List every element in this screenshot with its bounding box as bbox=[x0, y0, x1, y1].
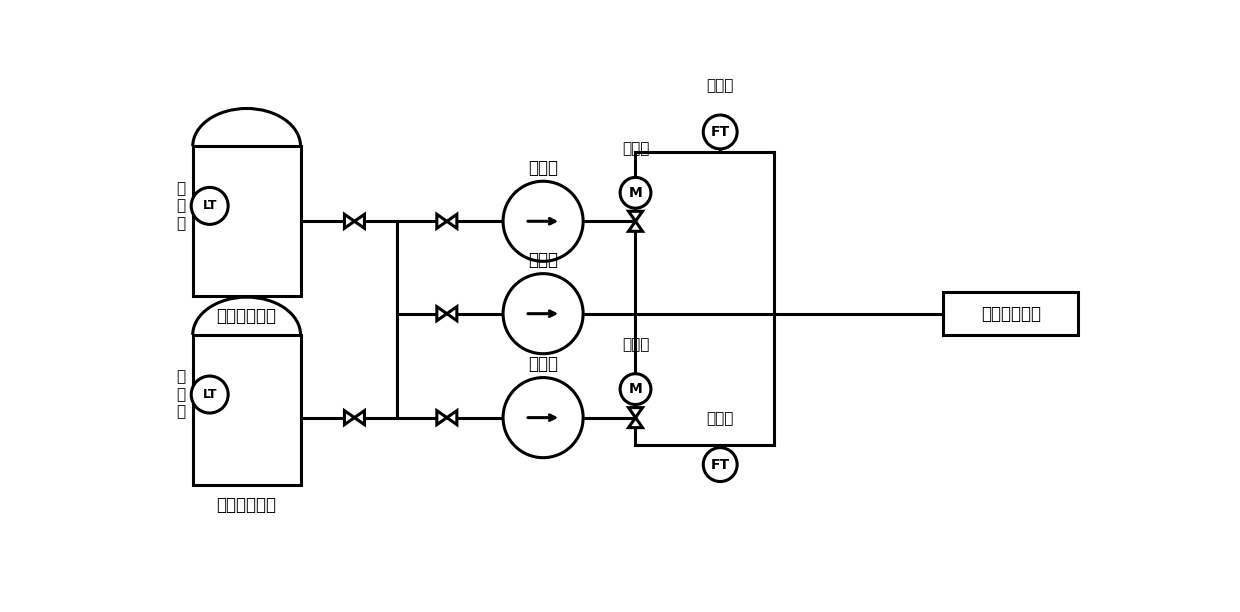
Polygon shape bbox=[436, 307, 446, 321]
Text: 除磷剂投加点: 除磷剂投加点 bbox=[981, 305, 1040, 323]
Polygon shape bbox=[629, 408, 642, 417]
Text: 液
位
计: 液 位 计 bbox=[176, 181, 185, 231]
Text: 隔膜泵: 隔膜泵 bbox=[528, 159, 558, 177]
Polygon shape bbox=[436, 214, 446, 228]
Polygon shape bbox=[355, 411, 365, 425]
Text: 隔膜泵: 隔膜泵 bbox=[528, 251, 558, 269]
Polygon shape bbox=[436, 411, 446, 425]
Text: FT: FT bbox=[711, 458, 730, 472]
Polygon shape bbox=[446, 307, 456, 321]
Circle shape bbox=[503, 378, 583, 458]
Polygon shape bbox=[446, 411, 456, 425]
Circle shape bbox=[191, 187, 228, 225]
Text: 电动阀: 电动阀 bbox=[621, 337, 650, 352]
Text: 流量计: 流量计 bbox=[707, 411, 734, 426]
Text: 流量计: 流量计 bbox=[707, 78, 734, 94]
Circle shape bbox=[191, 376, 228, 413]
Circle shape bbox=[503, 274, 583, 354]
Polygon shape bbox=[446, 214, 456, 228]
Polygon shape bbox=[629, 417, 642, 428]
Text: M: M bbox=[629, 382, 642, 396]
Text: 液
位
计: 液 位 计 bbox=[176, 370, 185, 419]
Polygon shape bbox=[345, 214, 355, 228]
Circle shape bbox=[503, 181, 583, 261]
Circle shape bbox=[620, 374, 651, 405]
Text: M: M bbox=[629, 186, 642, 200]
Circle shape bbox=[703, 115, 737, 149]
Polygon shape bbox=[345, 411, 355, 425]
Circle shape bbox=[703, 447, 737, 482]
Circle shape bbox=[620, 177, 651, 208]
Text: LT: LT bbox=[202, 200, 217, 212]
Text: FT: FT bbox=[711, 125, 730, 139]
Polygon shape bbox=[629, 222, 642, 231]
Text: LT: LT bbox=[202, 388, 217, 401]
Text: 隔膜泵: 隔膜泵 bbox=[528, 355, 558, 373]
Text: 除磷剂储液罐: 除磷剂储液罐 bbox=[217, 307, 277, 325]
Text: 电动阀: 电动阀 bbox=[621, 141, 650, 156]
Polygon shape bbox=[629, 211, 642, 222]
Text: 除磷剂储液罐: 除磷剂储液罐 bbox=[217, 496, 277, 514]
Polygon shape bbox=[355, 214, 365, 228]
